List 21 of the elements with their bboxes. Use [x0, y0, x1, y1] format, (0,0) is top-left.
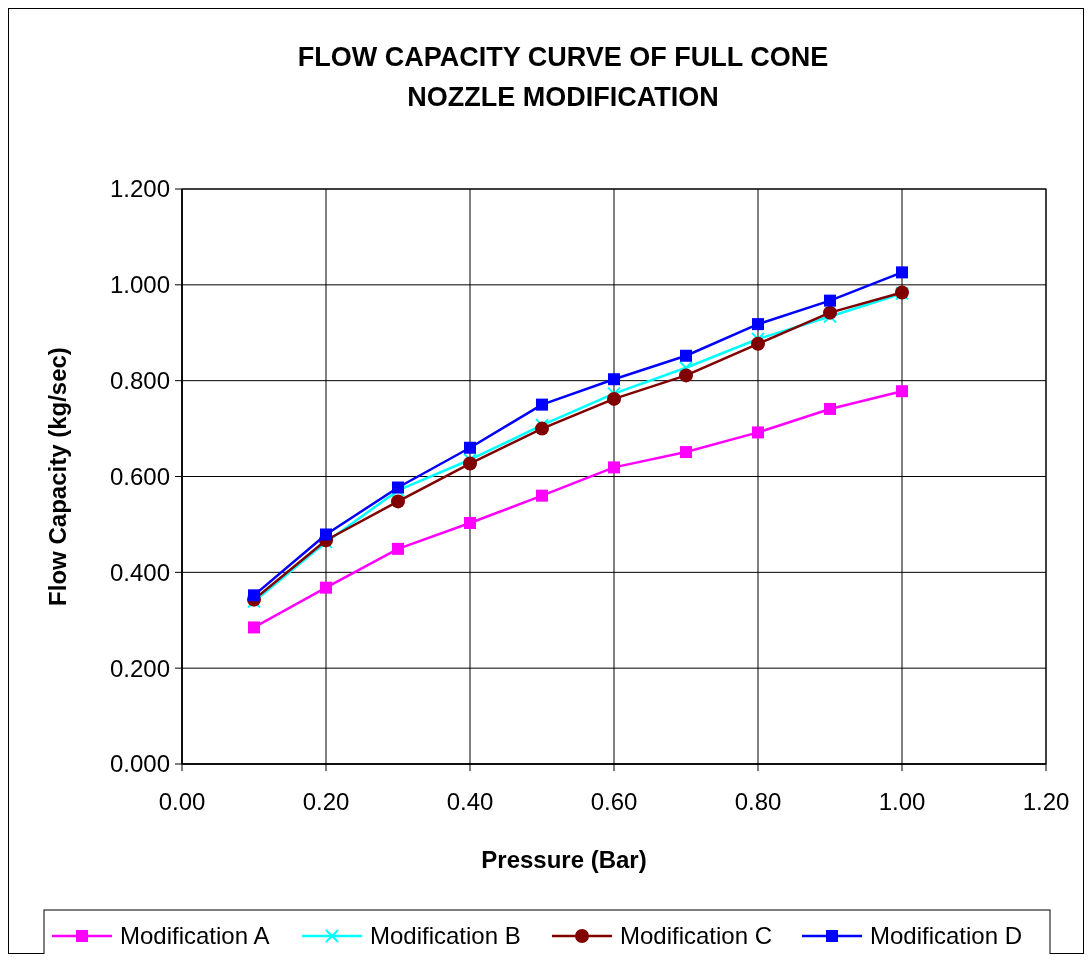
x-tick-label: 1.00	[878, 788, 926, 815]
x-tick-label: 0.60	[590, 788, 638, 815]
y-tick-label: 0.600	[109, 462, 170, 490]
x-tick-label: 0.80	[734, 788, 782, 815]
y-tick-label: 0.800	[109, 367, 170, 395]
x-tick-label: 0.20	[302, 788, 350, 815]
y-tick-label: 0.200	[109, 654, 170, 682]
legend-label: Modification C	[620, 922, 773, 950]
y-tick-label: 0.400	[109, 558, 170, 586]
x-tick-label: 0.40	[446, 788, 494, 815]
y-axis-title: Flow Capacity (kg/sec)	[44, 347, 71, 606]
legend-label: Modification D	[870, 922, 1023, 950]
legend-label: Modification B	[370, 922, 521, 950]
x-tick-label: 0.00	[158, 788, 206, 815]
legend-label: Modification A	[120, 922, 270, 950]
chart-title: FLOW CAPACITY CURVE OF FULL CONE NOZZLE MODIFICATION	[297, 42, 829, 112]
x-axis-title: Pressure (Bar)	[481, 846, 647, 873]
y-tick-label: 1.000	[109, 271, 170, 299]
x-tick-label: 1.20	[1022, 788, 1070, 815]
y-tick-label: 1.200	[109, 175, 170, 203]
y-tick-label: 0.000	[109, 750, 170, 778]
